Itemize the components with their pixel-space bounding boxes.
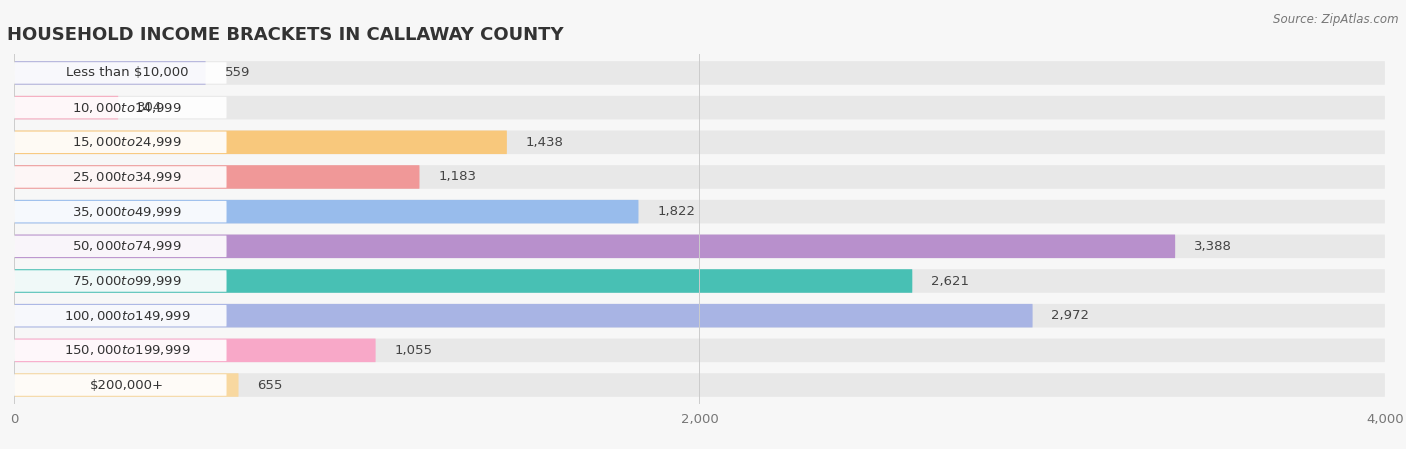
FancyBboxPatch shape (14, 131, 1385, 154)
FancyBboxPatch shape (14, 97, 226, 119)
FancyBboxPatch shape (14, 234, 1175, 258)
FancyBboxPatch shape (14, 61, 1385, 85)
Text: 1,822: 1,822 (658, 205, 696, 218)
FancyBboxPatch shape (14, 234, 1385, 258)
Text: 304: 304 (138, 101, 162, 114)
FancyBboxPatch shape (14, 270, 226, 292)
FancyBboxPatch shape (14, 305, 226, 326)
Text: 1,438: 1,438 (526, 136, 564, 149)
FancyBboxPatch shape (14, 132, 226, 153)
FancyBboxPatch shape (14, 236, 226, 257)
FancyBboxPatch shape (14, 200, 638, 224)
Text: $150,000 to $199,999: $150,000 to $199,999 (63, 343, 190, 357)
FancyBboxPatch shape (14, 62, 226, 84)
Text: $35,000 to $49,999: $35,000 to $49,999 (72, 205, 181, 219)
FancyBboxPatch shape (14, 165, 419, 189)
FancyBboxPatch shape (14, 166, 226, 188)
FancyBboxPatch shape (14, 200, 1385, 224)
FancyBboxPatch shape (14, 339, 1385, 362)
FancyBboxPatch shape (14, 373, 1385, 397)
Text: $15,000 to $24,999: $15,000 to $24,999 (72, 135, 181, 150)
FancyBboxPatch shape (14, 304, 1385, 327)
Text: $100,000 to $149,999: $100,000 to $149,999 (63, 308, 190, 323)
FancyBboxPatch shape (14, 374, 226, 396)
Text: 1,183: 1,183 (439, 171, 477, 184)
FancyBboxPatch shape (14, 339, 226, 361)
FancyBboxPatch shape (14, 96, 1385, 119)
Text: Source: ZipAtlas.com: Source: ZipAtlas.com (1274, 13, 1399, 26)
FancyBboxPatch shape (14, 304, 1032, 327)
FancyBboxPatch shape (14, 61, 205, 85)
FancyBboxPatch shape (14, 201, 226, 222)
FancyBboxPatch shape (14, 373, 239, 397)
FancyBboxPatch shape (14, 96, 118, 119)
Text: $10,000 to $14,999: $10,000 to $14,999 (72, 101, 181, 114)
FancyBboxPatch shape (14, 269, 912, 293)
Text: 655: 655 (257, 379, 283, 392)
Text: 2,621: 2,621 (931, 274, 969, 287)
Text: Less than $10,000: Less than $10,000 (66, 66, 188, 79)
Text: 1,055: 1,055 (395, 344, 433, 357)
FancyBboxPatch shape (14, 165, 1385, 189)
FancyBboxPatch shape (14, 131, 508, 154)
Text: 2,972: 2,972 (1052, 309, 1090, 322)
FancyBboxPatch shape (14, 339, 375, 362)
Text: 3,388: 3,388 (1194, 240, 1232, 253)
Text: 559: 559 (225, 66, 250, 79)
Text: $25,000 to $34,999: $25,000 to $34,999 (72, 170, 181, 184)
Text: HOUSEHOLD INCOME BRACKETS IN CALLAWAY COUNTY: HOUSEHOLD INCOME BRACKETS IN CALLAWAY CO… (7, 26, 564, 44)
Text: $200,000+: $200,000+ (90, 379, 165, 392)
Text: $75,000 to $99,999: $75,000 to $99,999 (72, 274, 181, 288)
Text: $50,000 to $74,999: $50,000 to $74,999 (72, 239, 181, 253)
FancyBboxPatch shape (14, 269, 1385, 293)
